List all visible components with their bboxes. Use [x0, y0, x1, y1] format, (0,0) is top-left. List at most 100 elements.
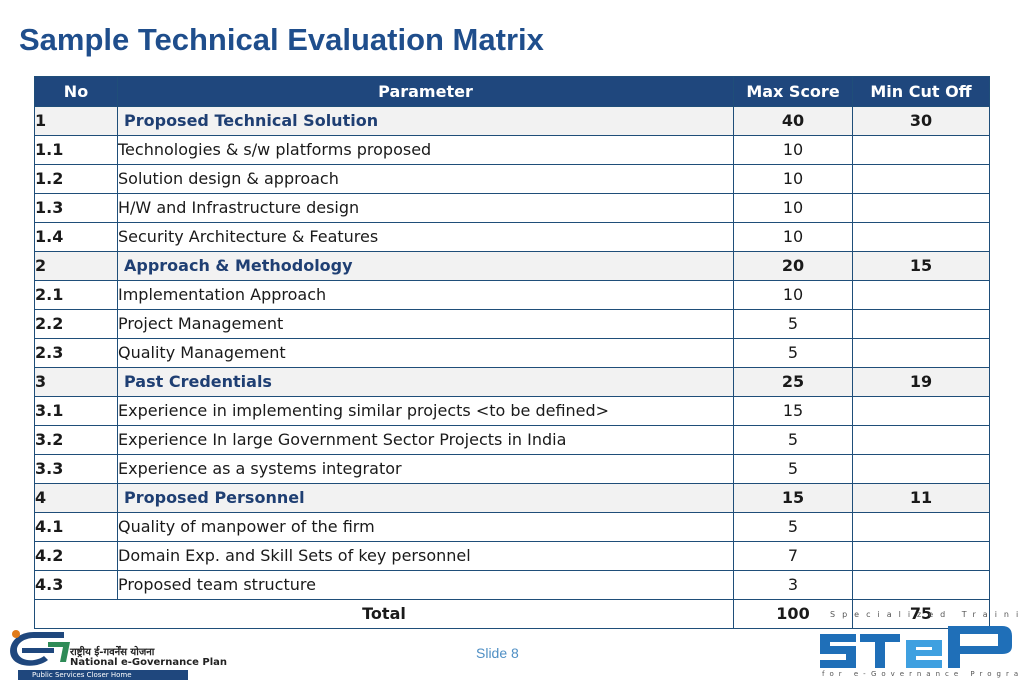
- row-parameter: Experience as a systems integrator: [117, 454, 734, 484]
- slide-number: Slide 8: [476, 645, 519, 661]
- table-row: 2.1 Implementation Approach 10: [34, 280, 990, 310]
- table-row: 2.2 Project Management 5: [34, 309, 990, 339]
- negp-tagline: Public Services Closer Home: [18, 670, 188, 680]
- row-parameter: H/W and Infrastructure design: [117, 193, 734, 223]
- row-max-score: 15: [733, 396, 853, 426]
- row-max-score: 10: [733, 222, 853, 252]
- row-parameter: Domain Exp. and Skill Sets of key person…: [117, 541, 734, 571]
- row-max-score: 3: [733, 570, 853, 600]
- table-row: 1.2 Solution design & approach 10: [34, 164, 990, 194]
- table-row: 4.1 Quality of manpower of the firm 5: [34, 512, 990, 542]
- table-header-row: No Parameter Max Score Min Cut Off: [34, 76, 990, 107]
- table-row: 3.2 Experience In large Government Sector…: [34, 425, 990, 455]
- table-row: 1.4 Security Architecture & Features 10: [34, 222, 990, 252]
- row-number: 2.3: [34, 338, 118, 368]
- negp-hindi-name: राष्ट्रीय ई-गवर्नेंस योजना: [70, 647, 155, 658]
- row-number: 3.1: [34, 396, 118, 426]
- row-min-cut-off: [852, 280, 990, 310]
- evaluation-matrix-table: No Parameter Max Score Min Cut Off 1 Prop…: [34, 76, 990, 629]
- row-parameter: Quality of manpower of the firm: [117, 512, 734, 542]
- row-max-score: 5: [733, 512, 853, 542]
- header-no: No: [34, 76, 118, 107]
- row-parameter: Proposed Personnel: [117, 483, 734, 513]
- row-min-cut-off: [852, 222, 990, 252]
- table-row: 3.3 Experience as a systems integrator 5: [34, 454, 990, 484]
- step-wordmark-icon: [820, 626, 1012, 668]
- row-min-cut-off: [852, 396, 990, 426]
- table-row: 1 Proposed Technical Solution 40 30: [34, 106, 990, 136]
- row-number: 1.2: [34, 164, 118, 194]
- row-parameter: Project Management: [117, 309, 734, 339]
- row-max-score: 10: [733, 135, 853, 165]
- row-min-cut-off: [852, 570, 990, 600]
- table-row: 4 Proposed Personnel 15 11: [34, 483, 990, 513]
- row-min-cut-off: 11: [852, 483, 990, 513]
- row-number: 2.1: [34, 280, 118, 310]
- row-min-cut-off: [852, 512, 990, 542]
- row-number: 3.3: [34, 454, 118, 484]
- row-parameter: Proposed team structure: [117, 570, 734, 600]
- row-max-score: 10: [733, 280, 853, 310]
- row-number: 1.4: [34, 222, 118, 252]
- row-parameter: Implementation Approach: [117, 280, 734, 310]
- row-number: 1: [34, 106, 118, 136]
- row-max-score: 10: [733, 164, 853, 194]
- row-min-cut-off: [852, 135, 990, 165]
- row-min-cut-off: 30: [852, 106, 990, 136]
- row-parameter: Quality Management: [117, 338, 734, 368]
- row-max-score: 5: [733, 425, 853, 455]
- header-min-cut-off: Min Cut Off: [852, 76, 990, 107]
- row-number: 1.3: [34, 193, 118, 223]
- table-row: 4.3 Proposed team structure 3: [34, 570, 990, 600]
- row-max-score: 25: [733, 367, 853, 397]
- header-max-score: Max Score: [733, 76, 853, 107]
- row-max-score: 40: [733, 106, 853, 136]
- step-logo: Specialized Training for e-Governance Pr…: [816, 606, 1023, 682]
- row-number: 4.2: [34, 541, 118, 571]
- row-parameter: Experience In large Government Sector Pr…: [117, 425, 734, 455]
- row-parameter: Past Credentials: [117, 367, 734, 397]
- row-parameter: Experience in implementing similar proje…: [117, 396, 734, 426]
- row-max-score: 15: [733, 483, 853, 513]
- row-parameter: Security Architecture & Features: [117, 222, 734, 252]
- row-min-cut-off: [852, 164, 990, 194]
- row-min-cut-off: 15: [852, 251, 990, 281]
- total-label: Total: [34, 599, 734, 629]
- row-min-cut-off: [852, 309, 990, 339]
- table-row: 4.2 Domain Exp. and Skill Sets of key per…: [34, 541, 990, 571]
- step-bottom-text: for e-Governance Programme: [822, 670, 1023, 678]
- row-number: 2.2: [34, 309, 118, 339]
- total-max-score: 100: [733, 599, 853, 629]
- table-row: 2.3 Quality Management 5: [34, 338, 990, 368]
- row-number: 3: [34, 367, 118, 397]
- table-row: 3.1 Experience in implementing similar pr…: [34, 396, 990, 426]
- row-max-score: 7: [733, 541, 853, 571]
- row-min-cut-off: [852, 454, 990, 484]
- page-title: Sample Technical Evaluation Matrix: [19, 22, 544, 57]
- table-row: 2 Approach & Methodology 20 15: [34, 251, 990, 281]
- row-number: 4.1: [34, 512, 118, 542]
- row-min-cut-off: [852, 541, 990, 571]
- row-number: 2: [34, 251, 118, 281]
- row-parameter: Solution design & approach: [117, 164, 734, 194]
- negp-logo: राष्ट्रीय ई-गवर्नेंस योजना National e-Go…: [0, 624, 227, 682]
- total-min-cut-off: 75: [852, 599, 990, 629]
- negp-english-name: National e-Governance Plan: [70, 657, 228, 668]
- row-max-score: 10: [733, 193, 853, 223]
- row-max-score: 20: [733, 251, 853, 281]
- row-min-cut-off: [852, 193, 990, 223]
- row-max-score: 5: [733, 454, 853, 484]
- row-max-score: 5: [733, 309, 853, 339]
- row-parameter: Technologies & s/w platforms proposed: [117, 135, 734, 165]
- row-number: 4: [34, 483, 118, 513]
- row-parameter: Approach & Methodology: [117, 251, 734, 281]
- row-min-cut-off: [852, 338, 990, 368]
- header-parameter: Parameter: [117, 76, 734, 107]
- table-row: 1.3 H/W and Infrastructure design 10: [34, 193, 990, 223]
- row-min-cut-off: 19: [852, 367, 990, 397]
- negp-emblem-icon: [10, 630, 70, 666]
- step-top-text: Specialized Training: [830, 610, 1023, 619]
- table-body: 1 Proposed Technical Solution 40 30 1.1 Techn…: [34, 106, 990, 629]
- row-min-cut-off: [852, 425, 990, 455]
- total-row: Total 100 75: [34, 599, 990, 629]
